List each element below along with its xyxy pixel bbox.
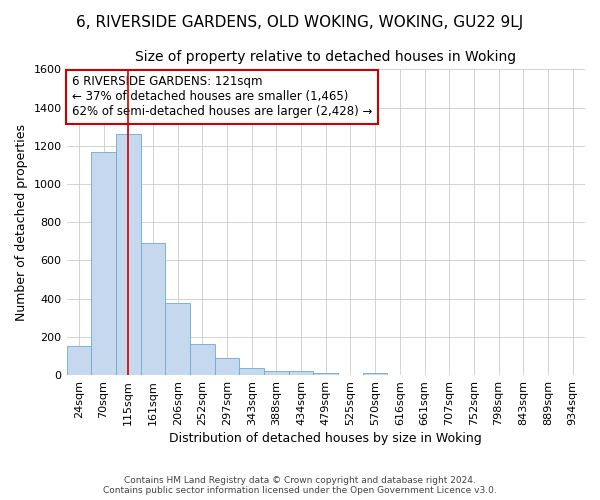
Bar [264, 371, 289, 375]
Bar [190, 344, 215, 375]
Text: 6, RIVERSIDE GARDENS, OLD WOKING, WOKING, GU22 9LJ: 6, RIVERSIDE GARDENS, OLD WOKING, WOKING… [76, 15, 524, 30]
Bar [91, 152, 116, 375]
Bar [215, 358, 239, 375]
Bar [165, 304, 190, 375]
Bar [116, 134, 140, 375]
Title: Size of property relative to detached houses in Woking: Size of property relative to detached ho… [135, 50, 517, 64]
Bar [140, 243, 165, 375]
Text: 6 RIVERSIDE GARDENS: 121sqm
← 37% of detached houses are smaller (1,465)
62% of : 6 RIVERSIDE GARDENS: 121sqm ← 37% of det… [72, 76, 372, 118]
Bar [239, 368, 264, 375]
X-axis label: Distribution of detached houses by size in Woking: Distribution of detached houses by size … [169, 432, 482, 445]
Bar [313, 373, 338, 375]
Text: Contains HM Land Registry data © Crown copyright and database right 2024.
Contai: Contains HM Land Registry data © Crown c… [103, 476, 497, 495]
Bar [363, 373, 388, 375]
Bar [67, 346, 91, 375]
Y-axis label: Number of detached properties: Number of detached properties [15, 124, 28, 320]
Bar [289, 371, 313, 375]
